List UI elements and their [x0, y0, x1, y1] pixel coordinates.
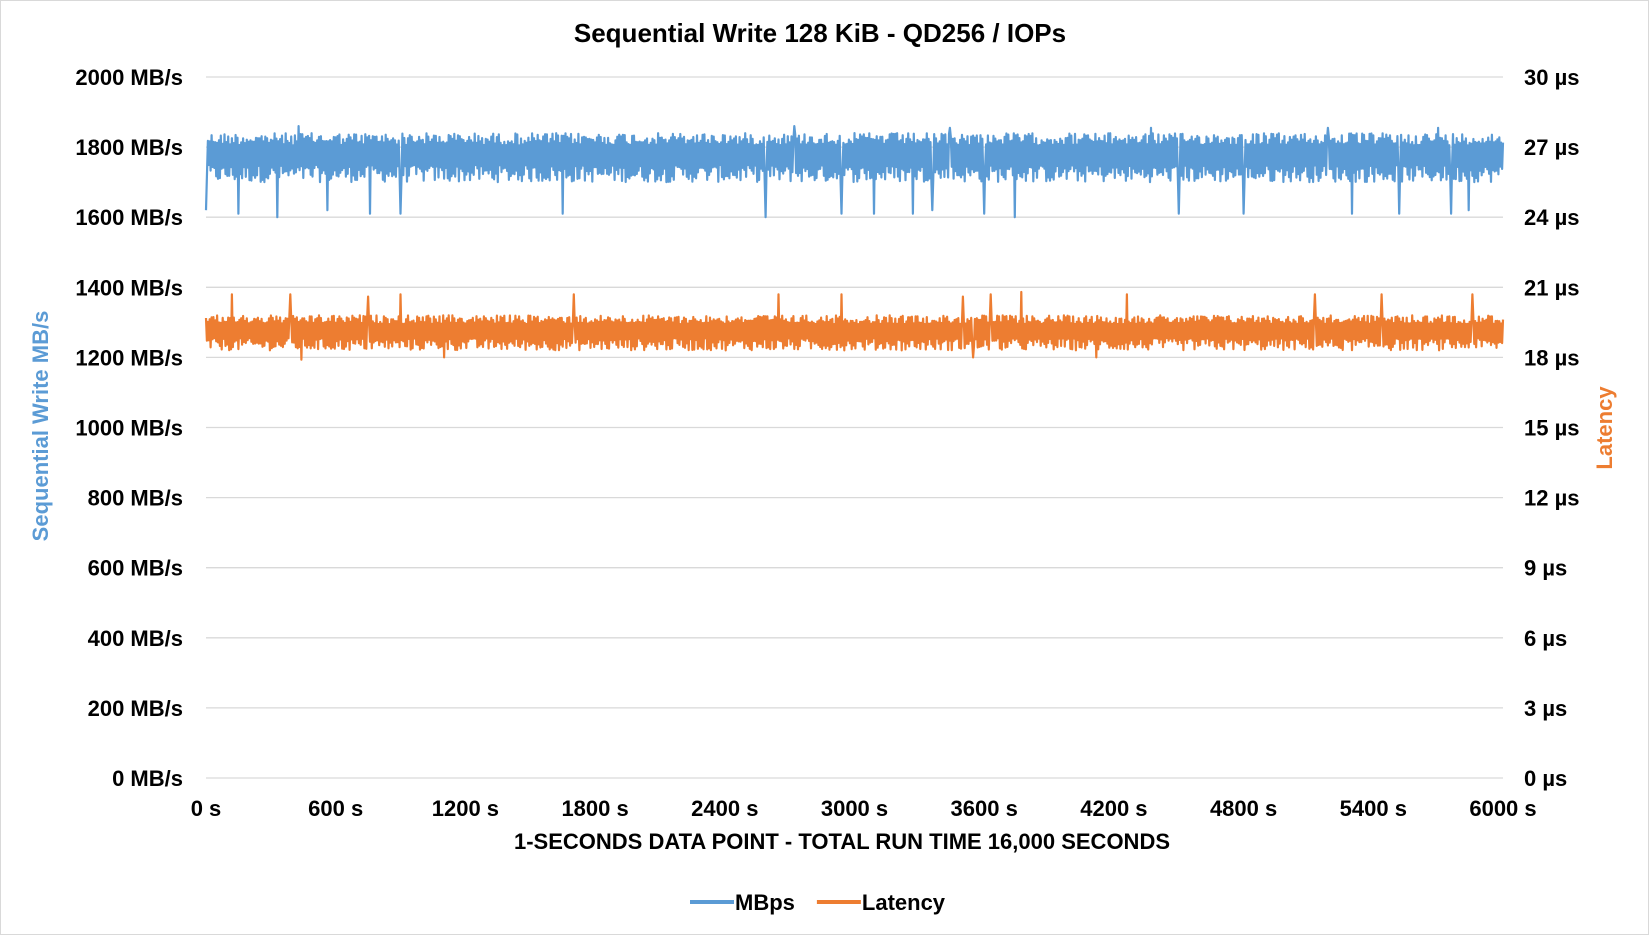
- y-axis-ticks: 0 MB/s 200 MB/s 400 MB/s 600 MB/s 800 MB/s 10…: [75, 65, 183, 791]
- legend-label-mbps: MBps: [735, 890, 795, 915]
- x-tick-label: 600 s: [308, 796, 363, 821]
- x-tick-label: 4800 s: [1210, 796, 1277, 821]
- chart-title: Sequential Write 128 KiB - QD256 / IOPs: [574, 18, 1066, 48]
- x-tick-label: 2400 s: [691, 796, 758, 821]
- y2-tick-label: 9 µs: [1524, 556, 1567, 581]
- y-tick-label: 1000 MB/s: [75, 416, 183, 441]
- legend: MBps Latency: [690, 890, 946, 915]
- y2-tick-label: 12 µs: [1524, 486, 1580, 511]
- y-tick-label: 1600 MB/s: [75, 205, 183, 230]
- series-line-mbps: [204, 125, 1505, 219]
- y2-tick-label: 3 µs: [1524, 696, 1567, 721]
- x-tick-label: 4200 s: [1080, 796, 1147, 821]
- y-axis-title: Sequential Write MB/s: [28, 311, 53, 542]
- y2-tick-label: 21 µs: [1524, 275, 1580, 300]
- series-line-latency: [204, 290, 1505, 361]
- x-tick-label: 1200 s: [432, 796, 499, 821]
- y2-tick-label: 27 µs: [1524, 135, 1580, 160]
- x-tick-label: 5400 s: [1340, 796, 1407, 821]
- y2-tick-label: 24 µs: [1524, 205, 1580, 230]
- y2-axis-title: Latency: [1592, 386, 1617, 470]
- x-tick-label: 1800 s: [561, 796, 628, 821]
- y-tick-label: 0 MB/s: [112, 766, 183, 791]
- y-tick-label: 1200 MB/s: [75, 345, 183, 370]
- y-tick-label: 2000 MB/s: [75, 65, 183, 90]
- x-tick-label: 6000 s: [1469, 796, 1536, 821]
- y-tick-label: 1400 MB/s: [75, 275, 183, 300]
- y-tick-label: 400 MB/s: [88, 626, 183, 651]
- y2-tick-label: 18 µs: [1524, 345, 1580, 370]
- y-tick-label: 1800 MB/s: [75, 135, 183, 160]
- legend-label-latency: Latency: [862, 890, 946, 915]
- y-tick-label: 200 MB/s: [88, 696, 183, 721]
- y2-tick-label: 0 µs: [1524, 766, 1567, 791]
- x-tick-label: 3600 s: [951, 796, 1018, 821]
- x-axis-title: 1-SECONDS DATA POINT - TOTAL RUN TIME 16…: [514, 829, 1170, 854]
- y2-axis-ticks: 0 µs 3 µs 6 µs 9 µs 12 µs 15 µs 18 µs 21 µs 24 µ…: [1524, 65, 1580, 791]
- y2-tick-label: 6 µs: [1524, 626, 1567, 651]
- y2-tick-label: 15 µs: [1524, 416, 1580, 441]
- x-axis-ticks: 0 s 600 s 1200 s 1800 s 2400 s 3000 s 3600 s 42…: [191, 796, 1537, 821]
- y-tick-label: 800 MB/s: [88, 486, 183, 511]
- y-tick-label: 600 MB/s: [88, 556, 183, 581]
- x-tick-label: 3000 s: [821, 796, 888, 821]
- x-tick-label: 0 s: [191, 796, 222, 821]
- series-group: [204, 125, 1505, 361]
- y2-tick-label: 30 µs: [1524, 65, 1580, 90]
